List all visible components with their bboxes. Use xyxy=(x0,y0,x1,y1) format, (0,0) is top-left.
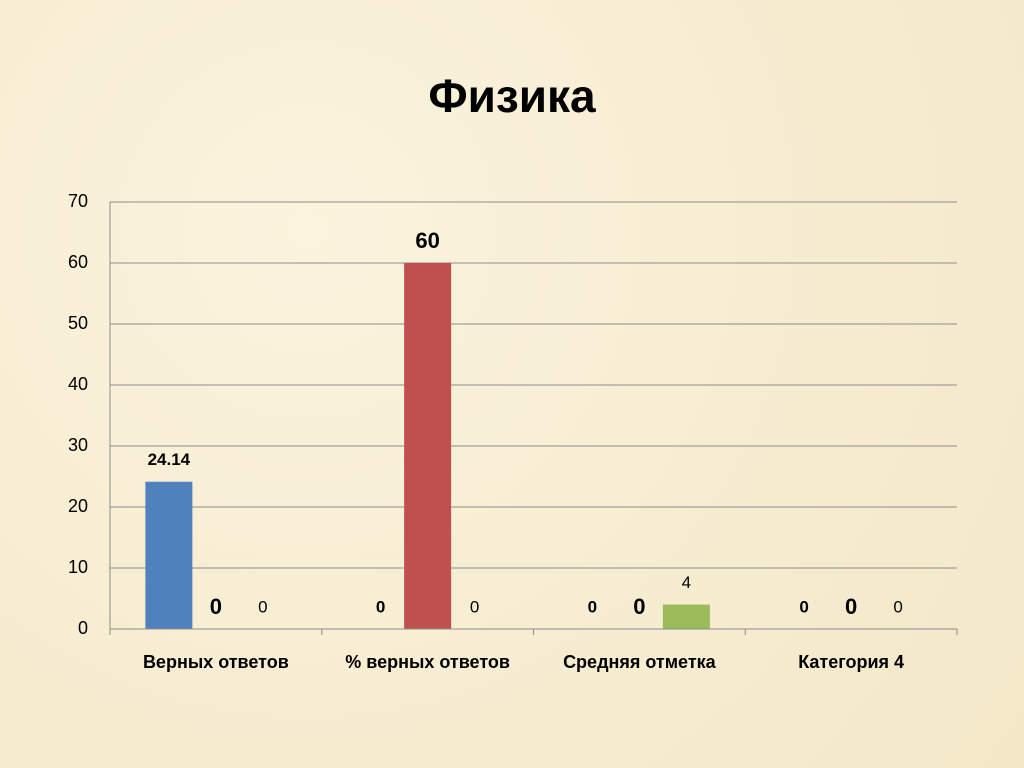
y-tick-label: 50 xyxy=(68,313,88,333)
data-label: 0 xyxy=(799,597,808,616)
data-label: 0 xyxy=(258,597,267,616)
y-tick-label: 60 xyxy=(68,252,88,272)
data-label: 0 xyxy=(470,597,479,616)
data-label: 24.14 xyxy=(148,450,191,469)
bar xyxy=(404,263,452,629)
y-tick-label: 20 xyxy=(68,496,88,516)
y-tick-label: 10 xyxy=(68,557,88,577)
x-tick-label: Верных ответов xyxy=(143,652,289,672)
data-label: 0 xyxy=(633,594,645,619)
x-tick-label: Средняя отметка xyxy=(563,652,717,672)
data-label: 4 xyxy=(682,573,691,592)
y-tick-label: 30 xyxy=(68,435,88,455)
chart-title: Физика xyxy=(428,70,596,122)
data-label: 60 xyxy=(415,228,439,253)
bar xyxy=(145,481,193,629)
data-label: 0 xyxy=(893,597,902,616)
x-tick-label: Категория 4 xyxy=(798,652,904,672)
x-tick-label: % верных ответов xyxy=(345,652,510,672)
y-tick-label: 0 xyxy=(78,618,88,638)
data-label: 0 xyxy=(845,594,857,619)
data-label: 0 xyxy=(210,594,222,619)
data-label: 0 xyxy=(588,597,597,616)
data-label: 0 xyxy=(376,597,385,616)
y-tick-label: 40 xyxy=(68,374,88,394)
bar xyxy=(662,604,710,629)
y-tick-label: 70 xyxy=(68,191,88,211)
